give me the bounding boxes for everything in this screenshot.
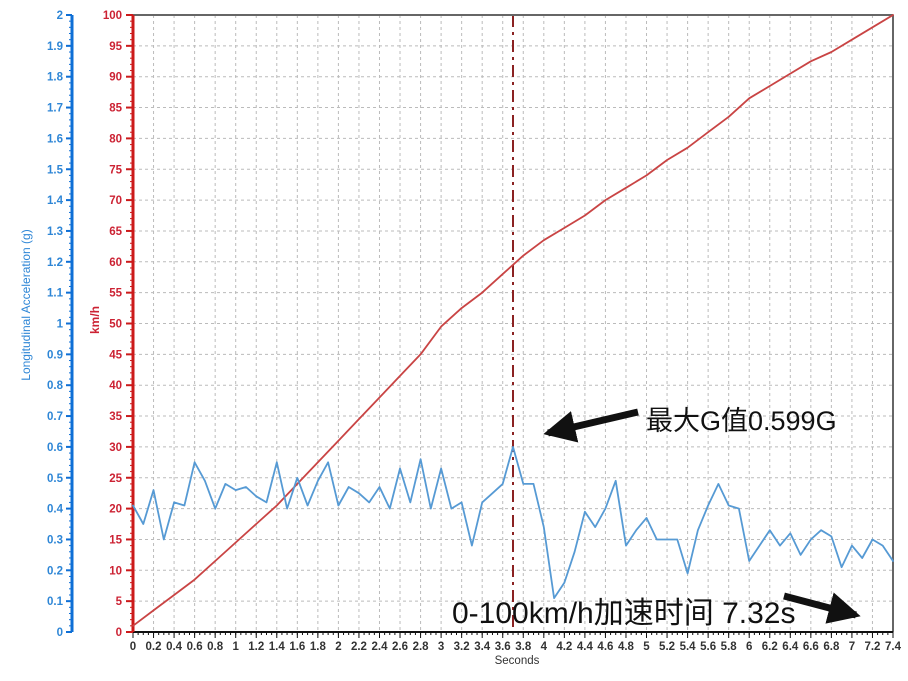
g-tick-label: 1.2 [47, 257, 63, 269]
plot-border [133, 14, 894, 632]
speed-tick-label: 40 [109, 380, 122, 392]
x-tick-label: 3.6 [495, 641, 511, 653]
g-tick-label: 0.8 [47, 380, 64, 392]
g-tick-label: 1.1 [47, 288, 64, 300]
x-tick-label: 7 [849, 641, 855, 653]
speed-tick-label: 0 [116, 627, 122, 639]
speed-tick-label: 30 [109, 442, 122, 454]
g-tick-label: 1.7 [47, 103, 63, 115]
g-tick-label: 1.6 [47, 133, 63, 145]
speed-tick-label: 65 [109, 226, 122, 238]
x-tick-label: 7.2 [864, 641, 880, 653]
annotations: 最大G值0.599G 0-100km/h加速时间 7.32s [452, 406, 861, 630]
g-tick-label: 0.9 [47, 349, 63, 361]
g-tick-label: 1.4 [47, 195, 64, 207]
speed-tick-label: 90 [109, 72, 122, 84]
speed-tick-label: 100 [103, 10, 122, 22]
x-tick-label: 6 [746, 641, 752, 653]
g-tick-label: 0.2 [47, 565, 63, 577]
series-lines [132, 14, 894, 627]
g-tick-label: 0.5 [47, 473, 64, 485]
x-tick-label: 2.6 [392, 641, 408, 653]
speed-axis: 0 5 10 15 20 25 30 35 40 45 50 55 60 65 70 75 80 85 90 95 10… [88, 10, 135, 639]
speed-tick-label: 25 [109, 473, 122, 485]
speed-tick-label: 5 [116, 596, 123, 608]
x-tick-label: 1.6 [289, 641, 305, 653]
x-tick-label: 3.2 [454, 641, 470, 653]
speed-tick-label: 60 [109, 257, 122, 269]
x-tick-label: 4 [541, 641, 548, 653]
x-tick-label: 0.6 [187, 641, 203, 653]
g-axis: 0 0.1 0.2 0.3 0.4 0.5 0.6 0.7 0.8 0.9 1 1.1 1.2 1.3 1.… [19, 10, 74, 639]
x-tick-label: 1.8 [310, 641, 327, 653]
x-tick-label: 2.8 [413, 641, 430, 653]
speed-tick-label: 15 [109, 534, 122, 546]
x-tick-label: 4.4 [577, 641, 594, 653]
x-tick-label: 4.6 [597, 641, 613, 653]
longitudinal-acceleration-line [132, 445, 894, 599]
x-tick-label: 0.8 [207, 641, 224, 653]
x-tick-label: 6.4 [782, 641, 799, 653]
speed-tick-label: 70 [109, 195, 122, 207]
x-tick-label: 1.4 [269, 641, 286, 653]
speed-tick-label: 35 [109, 411, 122, 423]
max-g-arrow-icon [543, 408, 639, 443]
x-tick-label: 0 [130, 641, 136, 653]
speed-tick-label: 45 [109, 349, 122, 361]
x-axis-title: Seconds [495, 655, 540, 667]
speed-tick-label: 55 [109, 288, 122, 300]
x-tick-label: 2.4 [371, 641, 388, 653]
x-tick-label: 5.6 [700, 641, 716, 653]
x-tick-label: 7.4 [885, 641, 902, 653]
accel-time-arrow-icon [783, 592, 861, 624]
speed-tick-label: 85 [109, 103, 122, 115]
g-tick-label: 0.6 [47, 442, 63, 454]
speed-tick-label: 75 [109, 164, 122, 176]
g-tick-label: 1.8 [47, 72, 64, 84]
speed-tick-label: 10 [109, 565, 122, 577]
x-tick-label: 5.4 [680, 641, 697, 653]
g-tick-label: 0.7 [47, 411, 63, 423]
x-tick-label: 1 [232, 641, 239, 653]
x-tick-label: 3 [438, 641, 444, 653]
speed-line [132, 14, 894, 627]
accel-time-annotation: 0-100km/h加速时间 7.32s [452, 597, 795, 630]
g-tick-label: 0 [57, 627, 63, 639]
x-tick-label: 0.2 [146, 641, 162, 653]
g-axis-title: Longitudinal Acceleration (g) [19, 229, 33, 380]
x-tick-label: 5 [643, 641, 650, 653]
x-tick-label: 1.2 [248, 641, 264, 653]
x-tick-label: 4.2 [556, 641, 572, 653]
x-tick-label: 5.8 [721, 641, 738, 653]
g-tick-label: 1 [57, 319, 64, 331]
x-tick-label: 2 [335, 641, 341, 653]
speed-tick-label: 50 [109, 319, 122, 331]
speed-tick-label: 95 [109, 41, 122, 53]
g-tick-label: 0.3 [47, 534, 63, 546]
x-tick-label: 3.8 [515, 641, 532, 653]
g-tick-label: 1.3 [47, 226, 63, 238]
g-tick-label: 0.1 [47, 596, 64, 608]
speed-axis-title: km/h [88, 306, 102, 334]
x-tick-label: 0.4 [166, 641, 183, 653]
max-g-annotation: 最大G值0.599G [646, 406, 837, 436]
speed-tick-label: 20 [109, 504, 122, 516]
g-tick-label: 0.4 [47, 504, 64, 516]
x-axis: 0 0.2 0.4 0.6 0.8 1 1.2 1.4 1.6 1.8 2 2.2 2.4 2.6 2.8 3… [130, 631, 902, 667]
x-tick-label: 2.2 [351, 641, 367, 653]
x-tick-label: 6.2 [762, 641, 778, 653]
x-tick-label: 5.2 [659, 641, 675, 653]
speed-tick-label: 80 [109, 133, 122, 145]
g-tick-label: 2 [57, 10, 63, 22]
x-tick-label: 4.8 [618, 641, 635, 653]
x-tick-label: 6.6 [803, 641, 819, 653]
x-tick-label: 3.4 [474, 641, 491, 653]
g-tick-label: 1.9 [47, 41, 63, 53]
g-tick-label: 1.5 [47, 164, 64, 176]
x-tick-label: 6.8 [823, 641, 840, 653]
